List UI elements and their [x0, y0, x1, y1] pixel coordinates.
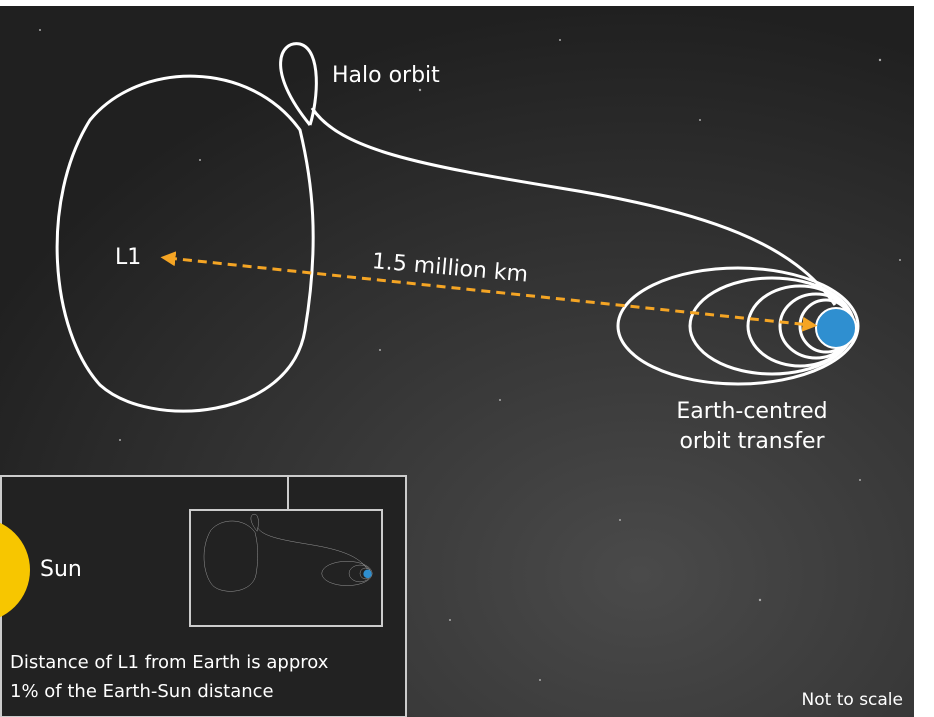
halo-label: Halo orbit	[332, 63, 440, 88]
sun-label: Sun	[40, 557, 82, 582]
diagram: Halo orbit L1 1.5 million km Earth-centr…	[0, 0, 934, 717]
inset: Sun Distance of L1 from Earth is approx …	[0, 476, 406, 717]
transfer-label: Earth-centred	[676, 399, 827, 424]
transfer-label: orbit transfer	[679, 429, 825, 454]
inset-caption: 1% of the Earth-Sun distance	[10, 681, 274, 702]
earth	[816, 308, 856, 348]
l1-label: L1	[115, 245, 141, 270]
footnote: Not to scale	[802, 690, 903, 710]
inset-caption: Distance of L1 from Earth is approx	[10, 652, 329, 673]
